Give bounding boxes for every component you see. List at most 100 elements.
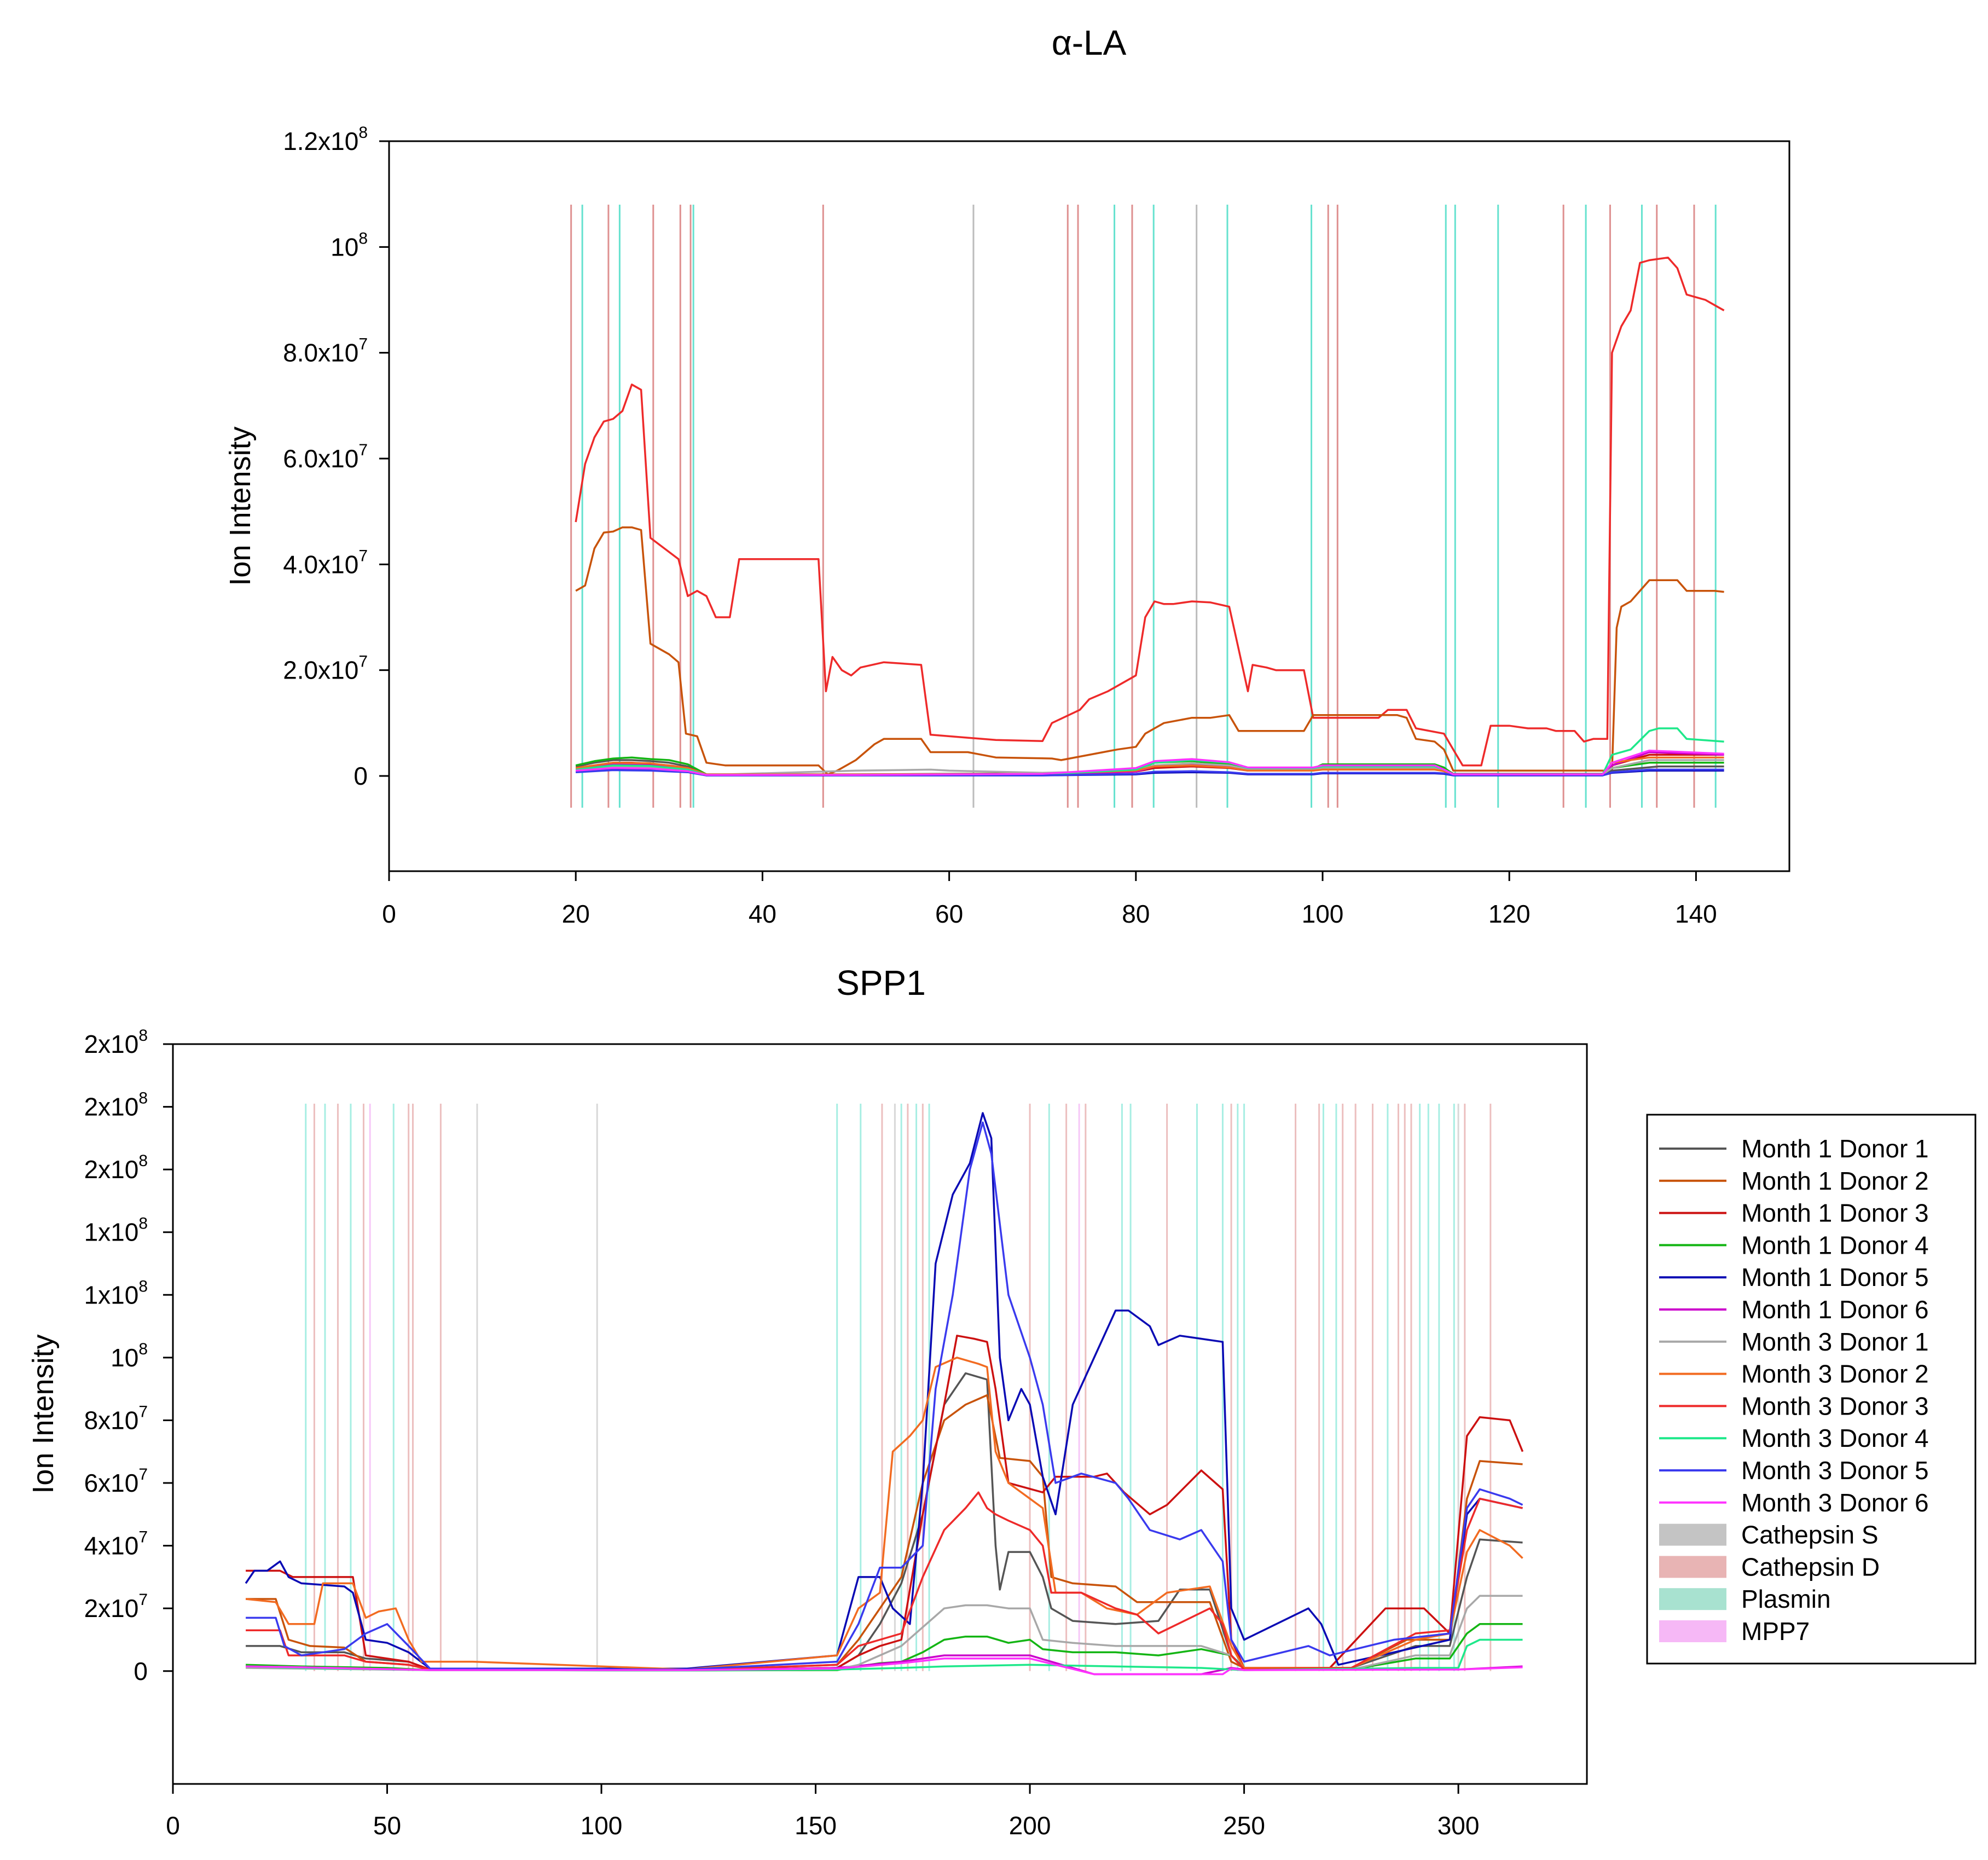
y-tick-label: 1.2x108 [283,124,368,155]
y-tick-exponent: 8 [138,1152,148,1170]
legend-label: Month 3 Donor 5 [1741,1456,1929,1485]
y-tick-label: 6x107 [84,1465,148,1497]
y-tick-base: 10 [111,1343,138,1372]
y-tick-base: 0 [353,762,368,790]
y-tick-label: 8x107 [84,1403,148,1434]
legend-label: Month 1 Donor 3 [1741,1199,1929,1227]
legend: Month 1 Donor 1 Month 1 Donor 2 Month 1 Do… [1646,1114,1977,1665]
series-line-month-3-donor-5 [246,1121,1523,1671]
x-tick-label: 0 [166,1811,180,1840]
y-tick-base: 2.0x10 [283,656,358,685]
y-tick-label: 0 [353,762,368,790]
y-tick-exponent: 8 [138,1277,148,1295]
legend-label: Month 1 Donor 4 [1741,1231,1929,1259]
y-tick-exponent: 8 [138,1215,148,1233]
y-tick-base: 6.0x10 [283,444,358,473]
x-tick-label: 50 [373,1811,401,1840]
legend-label: Month 1 Donor 1 [1741,1134,1929,1163]
legend-label: Month 1 Donor 2 [1741,1167,1929,1195]
series-line-month-3-donor-6 [576,749,1724,776]
series-line-month-1-donor-3 [246,1335,1524,1671]
x-tick-label: 20 [562,900,590,928]
legend-label: Cathepsin D [1741,1552,1880,1581]
x-tick-label: 40 [749,900,776,928]
y-tick-base: 8x10 [84,1406,139,1434]
legend-swatch-patch [1659,1523,1726,1546]
y-tick-base: 8.0x10 [283,339,358,367]
chart-alpha-la: α-LA Ion Intensity 0 20 40 60 80 100 120 140 0 2.0x… [224,23,1790,928]
chart-title: SPP1 [836,963,926,1003]
legend-label: Month 3 Donor 2 [1741,1360,1929,1388]
x-tick-label: 100 [581,1811,623,1840]
x-tick-label: 60 [935,900,963,928]
x-tick-label: 150 [795,1811,837,1840]
y-tick-base: 2x10 [84,1594,139,1623]
chart-title: α-LA [1052,23,1127,62]
legend-label: Month 3 Donor 4 [1741,1424,1929,1452]
plot-frame [388,140,1790,872]
series-line-month-3-donor-3 [575,256,1725,767]
series-line-month-1-donor-1 [246,1372,1523,1671]
y-tick-label: 108 [331,229,368,261]
y-tick-base: 10 [331,233,358,261]
y-tick-base: 2x10 [84,1093,139,1121]
y-tick-exponent: 7 [138,1591,148,1609]
series-line-month-3-donor-2 [245,1357,1523,1671]
legend-label: Month 3 Donor 1 [1741,1328,1929,1356]
legend-swatch-patch [1659,1620,1726,1642]
y-tick-exponent: 7 [358,547,368,565]
y-tick-exponent: 8 [138,1340,148,1358]
y-tick-label: 2x108 [84,1027,148,1058]
x-tick-label: 120 [1488,900,1531,928]
series-line-month-1-donor-5 [245,1112,1523,1670]
x-tick-label: 100 [1302,900,1344,928]
y-tick-base: 1x10 [84,1280,139,1309]
y-tick-exponent: 8 [358,124,368,142]
series-group [575,256,1725,777]
x-tick-label: 200 [1009,1811,1051,1840]
legend-box [1646,1114,1977,1665]
y-tick-exponent: 7 [358,335,368,354]
y-tick-base: 2x10 [84,1155,139,1184]
y-tick-label: 2.0x107 [283,653,368,685]
legend-label: Month 1 Donor 6 [1741,1295,1929,1324]
y-tick-label: 108 [111,1340,148,1372]
y-tick-exponent: 7 [138,1528,148,1546]
y-tick-exponent: 8 [358,229,368,247]
y-tick-base: 4.0x10 [283,550,358,578]
legend-swatch-patch [1659,1588,1726,1610]
y-tick-label: 6.0x107 [283,441,368,473]
cleavage-sites [570,205,1717,808]
legend-label: Month 3 Donor 3 [1741,1392,1929,1420]
x-tick-label: 250 [1223,1811,1265,1840]
y-tick-exponent: 8 [138,1027,148,1045]
series-line-month-3-donor-1 [246,1595,1523,1672]
y-tick-label: 4x107 [84,1528,148,1560]
y-tick-base: 2x10 [84,1030,139,1058]
y-tick-label: 2x108 [84,1090,148,1121]
y-tick-label: 1x108 [84,1277,148,1309]
chart-spp1: SPP1 Ion Intensity 0 50 100 150 200 250 300 0 2x10… [27,963,1588,1840]
legend-label: Month 1 Donor 5 [1741,1263,1929,1291]
legend-label: Month 3 Donor 6 [1741,1488,1929,1517]
legend-label: Cathepsin S [1741,1521,1879,1549]
y-tick-exponent: 7 [358,653,368,671]
y-tick-base: 1x10 [84,1218,139,1247]
y-axis-label: Ion Intensity [27,1334,60,1493]
x-tick-label: 300 [1438,1811,1480,1840]
y-tick-label: 2x108 [84,1152,148,1184]
series-line-month-3-donor-6 [246,1658,1523,1676]
y-tick-label: 0 [134,1657,148,1685]
y-axis-label: Ion Intensity [224,426,257,586]
y-tick-base: 1.2x10 [283,127,358,155]
y-tick-exponent: 7 [138,1403,148,1421]
legend-swatch-patch [1659,1556,1726,1578]
y-tick-label: 2x107 [84,1591,148,1623]
series-group [245,1112,1524,1676]
x-tick-label: 80 [1122,900,1150,928]
x-tick-label: 0 [382,900,396,928]
series-line-month-3-donor-3 [246,1491,1523,1671]
y-tick-label: 4.0x107 [283,547,368,578]
x-tick-label: 140 [1675,900,1717,928]
